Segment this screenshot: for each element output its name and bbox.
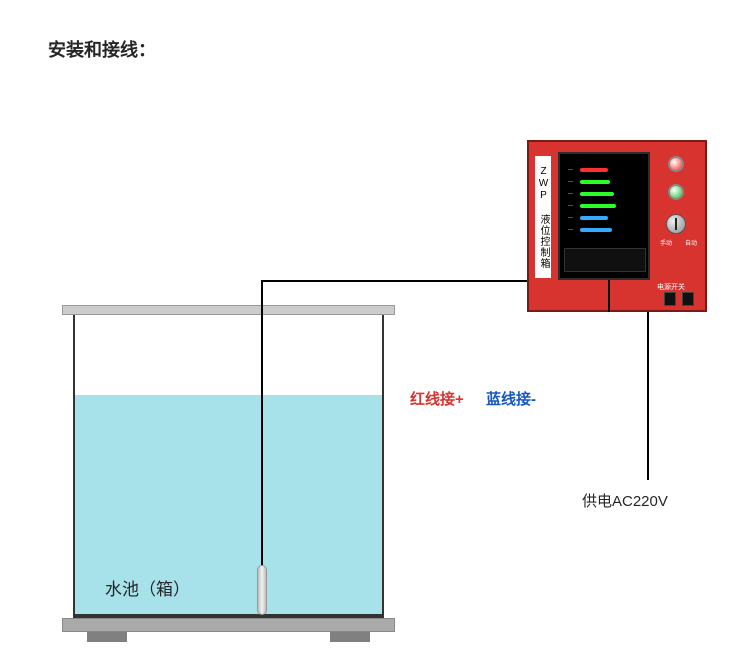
label-power-switch: 电源开关 [657, 282, 685, 292]
indicator-green [668, 184, 684, 200]
panel-bar-tick-0: — [568, 167, 573, 173]
panel-bar-5 [580, 228, 612, 232]
label-manual: 手动 [660, 238, 672, 247]
tank-base-plate [62, 618, 395, 632]
label-auto: 自动 [685, 238, 697, 247]
control-display [564, 248, 646, 272]
blue-wire-label: 蓝线接- [486, 388, 536, 409]
panel-bar-4 [580, 216, 608, 220]
tank-wall-left [73, 315, 75, 618]
panel-bar-1 [580, 180, 610, 184]
panel-bar-3 [580, 204, 616, 208]
signal-wire-up [608, 280, 610, 312]
level-sensor [257, 565, 267, 615]
tank-foot-left [87, 632, 127, 642]
panel-bar-tick-5: — [568, 227, 573, 233]
panel-bar-tick-3: — [568, 203, 573, 209]
diagram-title: 安装和接线： [48, 36, 156, 62]
sensor-cable [261, 280, 263, 565]
panel-bar-tick-4: — [568, 215, 573, 221]
power-supply-label: 供电AC220V [582, 490, 668, 511]
power-toggle-2[interactable] [682, 292, 694, 306]
panel-bar-0 [580, 168, 608, 172]
tank-label: 水池（箱） [105, 575, 190, 600]
tank-lid [62, 305, 395, 315]
indicator-red [668, 156, 684, 172]
key-slot [675, 218, 677, 230]
power-toggle-1[interactable] [664, 292, 676, 306]
panel-bar-tick-1: — [568, 179, 573, 185]
tank-foot-right [330, 632, 370, 642]
power-wire [647, 312, 649, 480]
control-box-side-label: ZWP 液位控制箱 [535, 156, 551, 278]
red-wire-label: 红线接+ [410, 388, 464, 409]
tank-wall-right [382, 315, 384, 618]
tank-inner-base [73, 614, 384, 618]
panel-bar-tick-2: — [568, 191, 573, 197]
panel-bar-2 [580, 192, 614, 196]
